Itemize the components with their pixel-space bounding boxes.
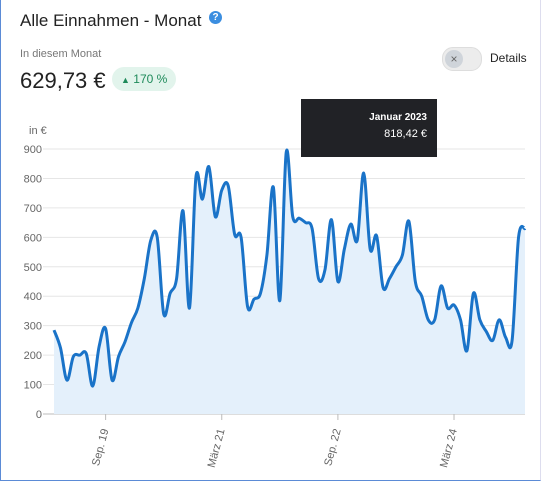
y-tick-label: 900 bbox=[24, 144, 42, 156]
change: 170 % bbox=[133, 72, 168, 86]
y-tick-label: 500 bbox=[24, 262, 42, 274]
line bbox=[52, 148, 527, 388]
x-tick-label: März 24 bbox=[438, 428, 460, 470]
title: Alle Einnahmen - Monat bbox=[20, 11, 202, 30]
y-tick-label: 700 bbox=[24, 203, 42, 215]
area bbox=[54, 150, 525, 414]
help-icon[interactable]: ? bbox=[209, 11, 222, 24]
y-tick-label: 400 bbox=[24, 291, 42, 303]
toggle-label: Details bbox=[490, 51, 527, 65]
tooltip-date: Januar 2023 bbox=[369, 112, 427, 123]
x-tick-label: Sep. 19 bbox=[90, 428, 111, 468]
y-tick-label: 600 bbox=[24, 232, 42, 244]
y-tick-label: 800 bbox=[24, 173, 42, 185]
x-tick-label: März 21 bbox=[206, 428, 228, 470]
period-label: In diesem Monat bbox=[20, 48, 102, 60]
y-tick-label: 200 bbox=[24, 350, 42, 362]
y-tick-label: 300 bbox=[24, 321, 42, 333]
toggle[interactable]: × bbox=[442, 47, 482, 71]
tooltip: Januar 2023 818,42 € bbox=[301, 99, 437, 157]
change-badge: ▲ 170 % bbox=[112, 67, 177, 91]
y-axis-label: in € bbox=[29, 125, 47, 137]
current-value: 629,73 € bbox=[20, 68, 106, 93]
tooltip-value: 818,42 € bbox=[384, 128, 427, 140]
y-tick-label: 0 bbox=[36, 409, 42, 421]
y-tick-label: 100 bbox=[24, 380, 42, 392]
x-tick-label: Sep. 22 bbox=[322, 428, 343, 468]
